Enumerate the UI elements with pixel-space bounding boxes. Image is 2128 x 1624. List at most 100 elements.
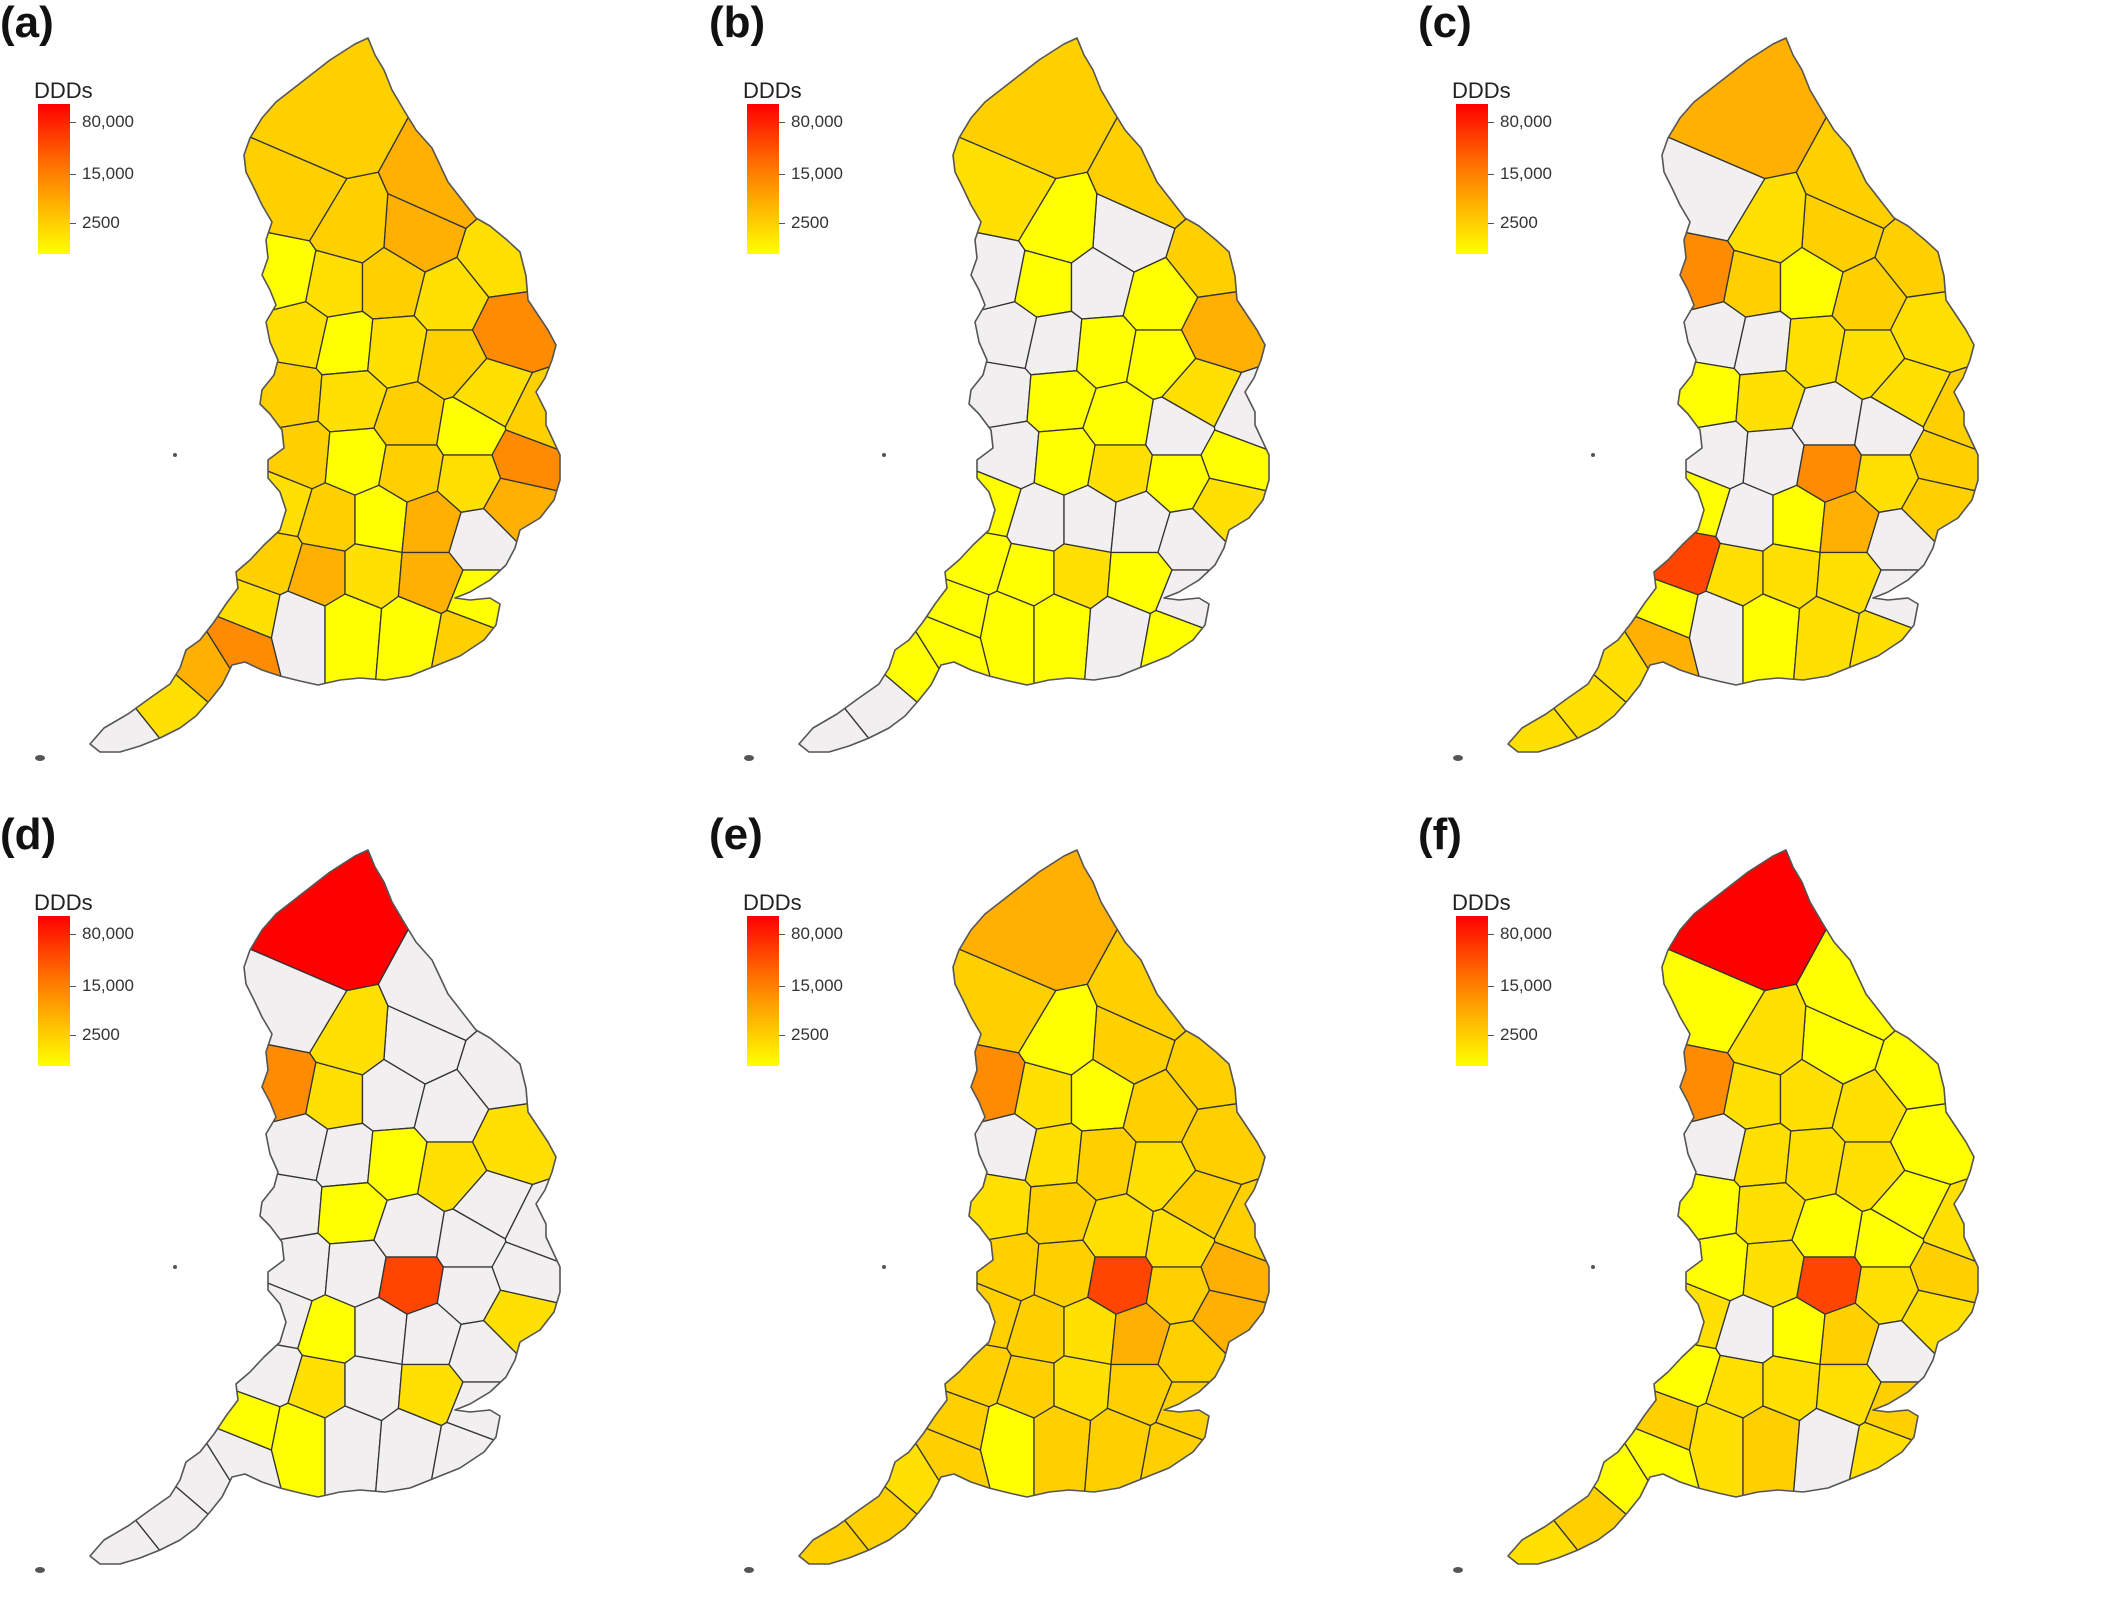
- legend-label: 80,000: [1500, 924, 1552, 943]
- panel-label: (c): [1418, 0, 1472, 47]
- region: [456, 112, 560, 298]
- map-panel-f: (f) DDDs 80,000 15,000 2500: [1418, 810, 2127, 1624]
- legend-tick: [779, 986, 785, 987]
- legend-title: DDDs: [1452, 78, 1511, 103]
- island: [744, 755, 754, 761]
- island: [882, 1265, 886, 1269]
- legend-label: 15,000: [791, 976, 843, 995]
- legend-label: 2500: [791, 1025, 829, 1044]
- map-panel-c: (c) DDDs 80,000 15,000 2500: [1418, 0, 2127, 812]
- region: [408, 609, 560, 752]
- legend-tick: [1488, 122, 1494, 123]
- legend-label: 2500: [82, 1025, 120, 1044]
- legend-color-bar: [747, 104, 779, 254]
- region: [902, 1232, 1040, 1302]
- legend-tick: [70, 986, 76, 987]
- legend-tick: [779, 934, 785, 935]
- regions: [799, 850, 1269, 1564]
- england-map: [1453, 37, 1979, 761]
- region: [800, 1310, 1012, 1408]
- region: [1165, 112, 1269, 298]
- legend-tick: [779, 122, 785, 123]
- legend-label: 2500: [791, 213, 829, 232]
- region: [800, 498, 1012, 596]
- region: [324, 1405, 383, 1564]
- region: [1742, 1405, 1801, 1564]
- panel-label: (b): [709, 0, 766, 47]
- legend-title: DDDs: [743, 78, 802, 103]
- region: [456, 924, 560, 1110]
- england-map: [1453, 849, 1979, 1573]
- region: [270, 590, 326, 752]
- region: [857, 1113, 1038, 1182]
- region: [1566, 301, 1747, 370]
- coastline: [89, 849, 561, 1565]
- region: [1117, 1421, 1269, 1564]
- region: [1826, 1421, 1978, 1564]
- region: [93, 432, 313, 538]
- island: [882, 453, 886, 457]
- legend-title: DDDs: [1452, 890, 1511, 915]
- region: [802, 1244, 1022, 1350]
- legend-tick: [70, 223, 76, 224]
- region: [324, 1239, 387, 1308]
- england-map: [744, 849, 1270, 1573]
- island: [1453, 1567, 1463, 1573]
- region: [270, 1402, 326, 1564]
- map-panel-d: (d) DDDs 80,000 15,000 2500: [0, 810, 709, 1624]
- region: [1742, 593, 1801, 752]
- region: [1688, 590, 1744, 752]
- legend-color-bar: [1456, 916, 1488, 1066]
- legend-label: 80,000: [791, 112, 843, 131]
- region: [979, 590, 1035, 752]
- map-panel-e: (e) DDDs 80,000 15,000 2500: [709, 810, 1418, 1624]
- map-panel-b: (b) DDDs 80,000 15,000 2500: [709, 0, 1418, 812]
- legend-label: 80,000: [791, 924, 843, 943]
- region: [324, 427, 387, 496]
- legend-label: 80,000: [82, 112, 134, 131]
- region: [1742, 427, 1805, 496]
- regions: [799, 38, 1269, 752]
- england-map: [35, 37, 561, 761]
- region: [1511, 432, 1731, 538]
- legend-label: 2500: [1500, 213, 1538, 232]
- legend-tick: [70, 934, 76, 935]
- region: [1688, 1402, 1744, 1564]
- region: [148, 301, 329, 370]
- legend-label: 15,000: [82, 164, 134, 183]
- legend-tick: [779, 174, 785, 175]
- legend-tick: [1488, 986, 1494, 987]
- legend-tick: [1488, 1035, 1494, 1036]
- region: [1509, 498, 1721, 596]
- region: [1874, 924, 1978, 1110]
- panel-label: (a): [0, 0, 54, 47]
- region: [324, 593, 383, 752]
- legend-label: 2500: [82, 213, 120, 232]
- coastline: [89, 37, 561, 753]
- legend-tick: [779, 1035, 785, 1036]
- region: [1165, 924, 1269, 1110]
- regions: [1508, 38, 1978, 752]
- england-map: [35, 849, 561, 1573]
- legend-label: 15,000: [82, 976, 134, 995]
- region: [193, 1232, 331, 1302]
- island: [744, 1567, 754, 1573]
- regions: [1508, 850, 1978, 1564]
- region: [1511, 1244, 1731, 1350]
- island: [1591, 453, 1595, 457]
- legend-color-bar: [1456, 104, 1488, 254]
- region: [857, 301, 1038, 370]
- legend-tick: [70, 1035, 76, 1036]
- region: [91, 1310, 303, 1408]
- legend-title: DDDs: [34, 890, 93, 915]
- legend-label: 2500: [1500, 1025, 1538, 1044]
- legend-color-bar: [38, 104, 70, 254]
- coastline: [798, 37, 1270, 753]
- legend-tick: [70, 174, 76, 175]
- region: [408, 1421, 560, 1564]
- coastline: [1507, 37, 1979, 753]
- region: [93, 1244, 313, 1350]
- island: [173, 453, 177, 457]
- region: [1033, 427, 1096, 496]
